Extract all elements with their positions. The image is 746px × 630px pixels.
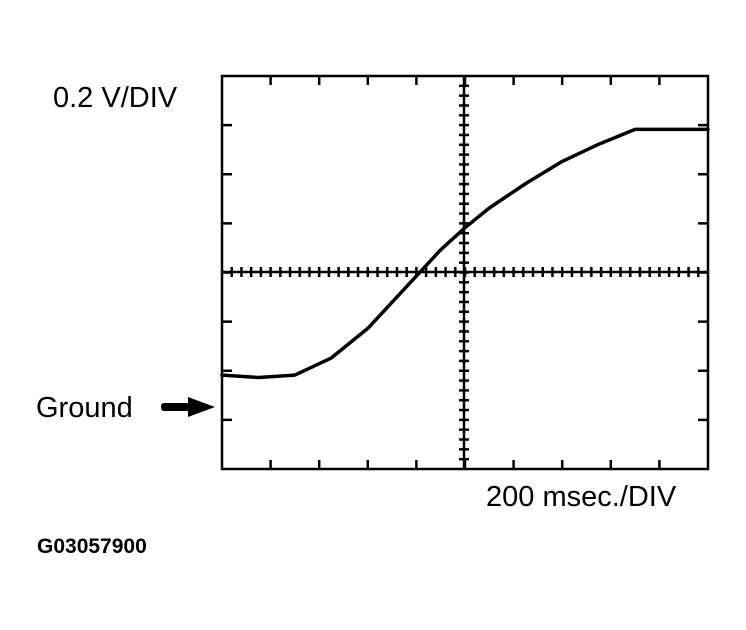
signal-trace — [220, 127, 710, 380]
arrow-right-icon — [161, 397, 215, 417]
vertical-scale-label: 0.2 V/DIV — [53, 82, 178, 114]
figure-id: G03057900 — [37, 535, 147, 558]
tick-marks — [222, 76, 708, 469]
time-scale-label: 200 msec./DIV — [486, 481, 677, 513]
ground-label: Ground — [36, 392, 133, 424]
